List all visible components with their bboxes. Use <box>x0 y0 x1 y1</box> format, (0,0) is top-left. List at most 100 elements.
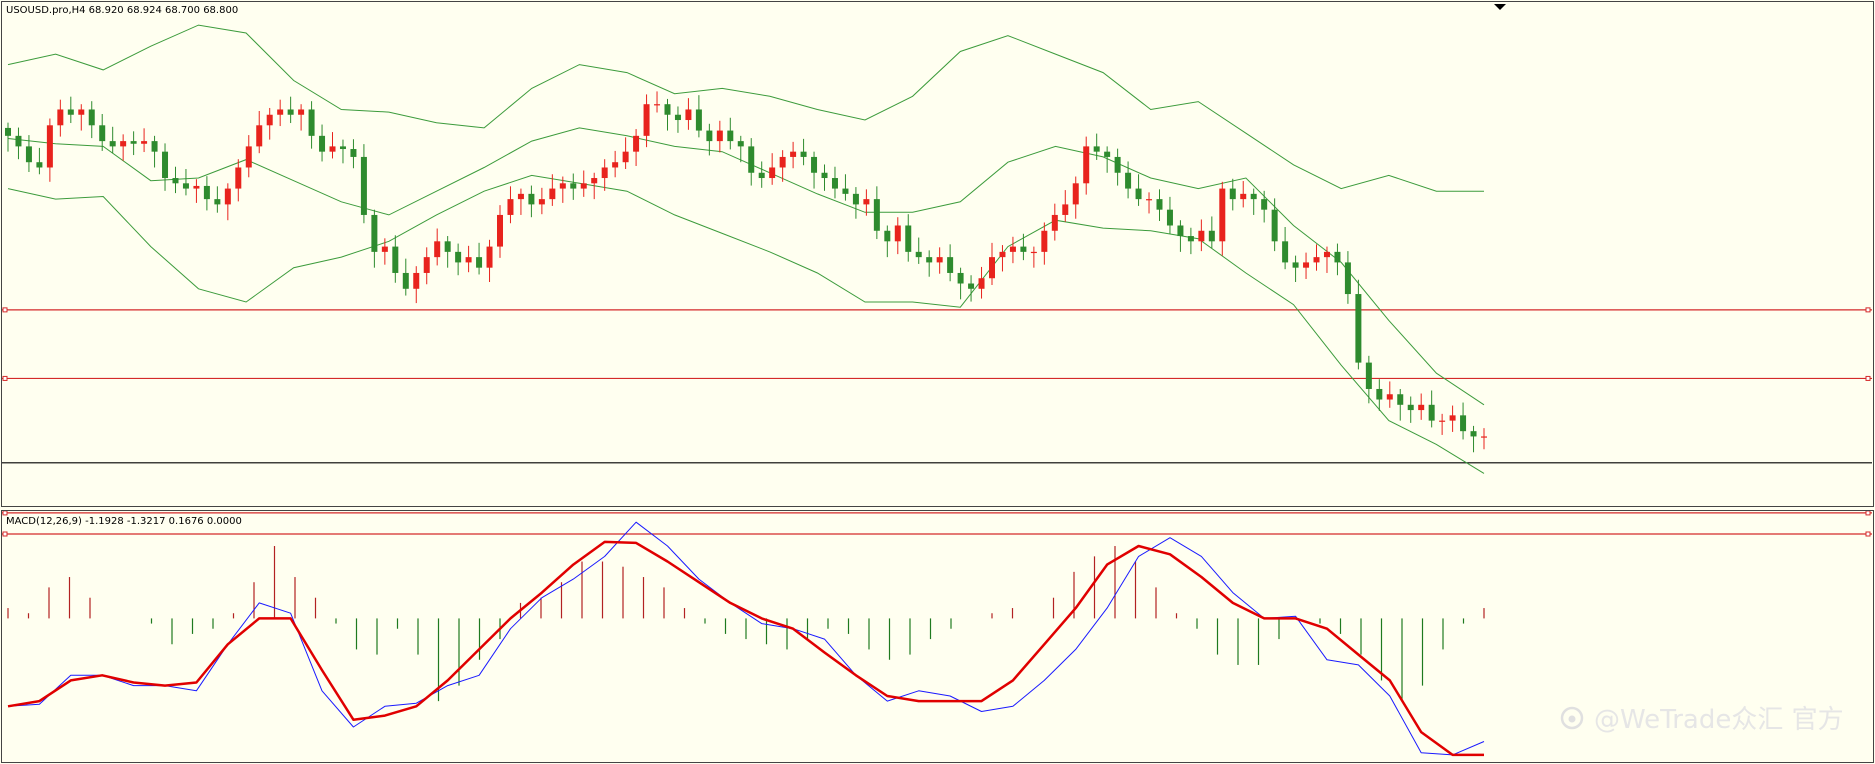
candle-body <box>1376 388 1383 400</box>
candle-body <box>1219 188 1226 242</box>
candle-body <box>800 151 807 157</box>
candle-body <box>654 104 661 106</box>
candle-body <box>256 125 263 147</box>
candle-body <box>413 272 420 289</box>
candle-body <box>1020 246 1027 252</box>
candle-body <box>392 246 399 273</box>
candle-body <box>287 109 294 115</box>
candle-body <box>842 188 849 194</box>
candle-body <box>1271 209 1278 242</box>
candle-body <box>172 178 179 184</box>
macd-panel[interactable]: MACD(12,26,9) -1.1928 -1.3217 0.1676 0.0… <box>1 510 1874 763</box>
candle-body <box>957 272 964 284</box>
candle-body <box>99 125 106 142</box>
candle-body <box>968 283 975 289</box>
candle-body <box>1282 241 1289 263</box>
watermark: @WeTrade众汇 官方 <box>1560 705 1844 735</box>
candle-body <box>298 109 305 115</box>
macd-lines <box>7 521 1485 757</box>
weibo-like-icon <box>1560 706 1584 730</box>
horizontal-levels[interactable] <box>2 307 1872 537</box>
candle-body <box>1156 199 1163 210</box>
macd-info-label: MACD(12,26,9) -1.1928 -1.3217 0.1676 0.0… <box>6 516 242 527</box>
candle-body <box>664 104 671 115</box>
candle-body <box>162 151 169 179</box>
candle-body <box>1198 230 1205 242</box>
candle-body <box>15 135 22 147</box>
candle-body <box>486 246 493 268</box>
candle-body <box>601 167 608 179</box>
candle-body <box>266 114 273 126</box>
candle-body <box>894 225 901 242</box>
candle-body <box>434 241 441 258</box>
candle-body <box>758 172 765 179</box>
candle-body <box>811 156 818 173</box>
candle-body <box>1135 188 1142 200</box>
candle-body <box>570 183 577 189</box>
bollinger-upper-line <box>7 24 1484 192</box>
candle-body <box>1051 214 1058 231</box>
candle-body <box>1292 262 1299 268</box>
bollinger-lower-line <box>7 174 1485 474</box>
candle-body <box>5 127 11 136</box>
candle-body <box>685 109 692 121</box>
candle-body <box>423 257 430 273</box>
candle-body <box>36 162 43 168</box>
candle-body <box>67 109 74 115</box>
candle-body <box>497 214 503 247</box>
main-panel[interactable]: USOUSD.pro,H4 68.920 68.924 68.700 68.80… <box>1 1 1874 537</box>
candle-body <box>936 257 943 263</box>
level-anchor-right <box>1865 375 1871 381</box>
candle-body <box>1250 193 1257 200</box>
candle-body <box>1261 199 1268 210</box>
candle-body <box>1208 230 1215 242</box>
candle-body <box>737 141 744 147</box>
candle-body <box>1344 262 1351 295</box>
candle-body <box>1104 151 1111 157</box>
level-anchor-left <box>2 531 8 537</box>
candle-body <box>381 246 388 252</box>
bollinger-bands <box>7 24 1485 474</box>
candle-body <box>1009 246 1016 252</box>
shift-marker-icon[interactable] <box>1494 4 1506 10</box>
candle-body <box>1177 225 1184 237</box>
level-anchor-left <box>2 510 8 516</box>
main-panel-border <box>1 1 1874 507</box>
candle-body <box>1386 394 1393 400</box>
candle-body <box>905 225 912 252</box>
candle-body <box>915 251 922 258</box>
candle-body <box>130 141 137 144</box>
candle-body <box>633 135 640 152</box>
candle-body <box>88 109 95 126</box>
candle-body <box>1449 415 1456 421</box>
candle-body <box>1460 415 1467 432</box>
candle-body <box>1229 188 1236 200</box>
candle-body <box>612 162 619 168</box>
candle-body <box>528 193 535 205</box>
candle-body <box>1407 404 1414 411</box>
candle-body <box>873 199 880 231</box>
candle-body <box>507 199 514 215</box>
candle-body <box>580 183 587 189</box>
candle-body <box>1313 257 1320 263</box>
candle-body <box>46 125 53 168</box>
macd-panel-border <box>1 510 1874 763</box>
candle-body <box>559 183 566 189</box>
candle-body <box>1355 294 1362 363</box>
candle-body <box>989 257 995 279</box>
bollinger-middle-line <box>7 127 1485 406</box>
candle-body <box>444 241 451 252</box>
candle-body <box>1397 394 1404 405</box>
candlesticks <box>5 91 1487 453</box>
candle-body <box>674 114 681 121</box>
candle-body <box>1093 146 1100 152</box>
candle-body <box>643 104 650 136</box>
candle-body <box>465 257 472 263</box>
candle-body <box>1428 404 1435 421</box>
candle-body <box>1323 251 1330 258</box>
candle-body <box>999 251 1006 258</box>
candle-body <box>831 178 838 189</box>
candle-body <box>214 199 221 205</box>
candle-body <box>141 141 148 144</box>
